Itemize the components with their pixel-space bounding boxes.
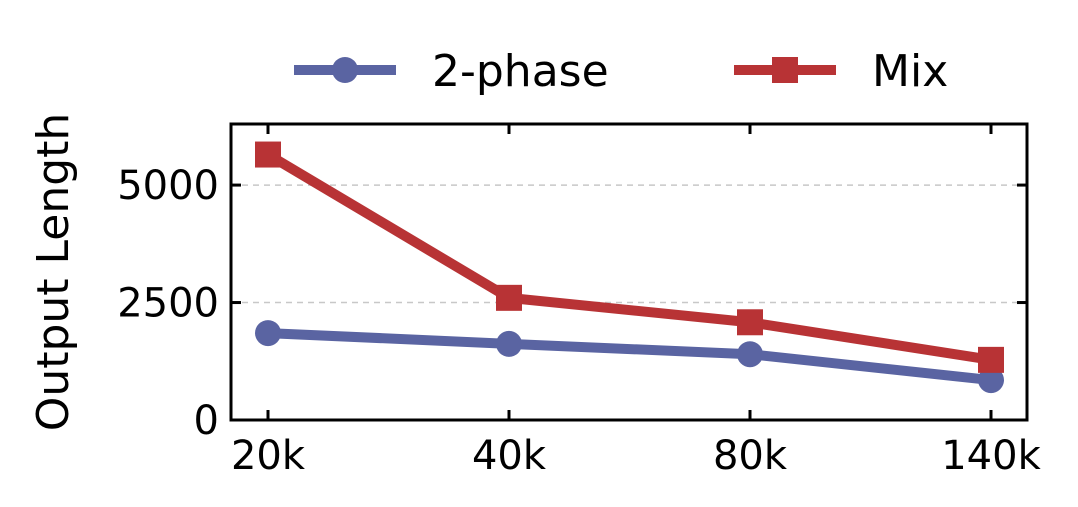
- data-point-2-phase: [496, 330, 522, 357]
- legend-label-mix: Mix: [872, 46, 948, 97]
- series-line-2-phase: [263, 328, 996, 386]
- data-point-2-phase: [255, 320, 281, 347]
- data-point-mix: [255, 141, 281, 168]
- y-tick-label: 0: [194, 398, 219, 444]
- tick-labels: 0 2500 5000 20k 40k 80k 140k: [117, 163, 1041, 479]
- x-tick-label: 20k: [231, 433, 306, 479]
- data-point-mix: [496, 284, 522, 311]
- plot-frame: [229, 122, 1029, 422]
- data-point-mix: [978, 346, 1004, 373]
- y-tick-label: 5000: [117, 163, 219, 209]
- data-point-2-phase: [737, 341, 763, 368]
- series-line-mix: [263, 149, 996, 365]
- gridlines: [231, 184, 1027, 304]
- x-tick-label: 40k: [472, 433, 547, 479]
- legend: 2-phase Mix: [294, 46, 948, 97]
- series-lines: [255, 141, 1004, 394]
- legend-label-2-phase: 2-phase: [432, 46, 609, 97]
- legend-marker-2-phase: [332, 57, 358, 83]
- x-tick-label: 140k: [941, 433, 1041, 479]
- y-tick-label: 2500: [117, 281, 219, 327]
- data-point-2-phase: [978, 367, 1004, 394]
- legend-marker-mix: [772, 57, 798, 83]
- x-tick-label: 80k: [713, 433, 788, 479]
- y-axis-title: Output Length: [28, 113, 79, 432]
- data-point-mix: [737, 309, 763, 336]
